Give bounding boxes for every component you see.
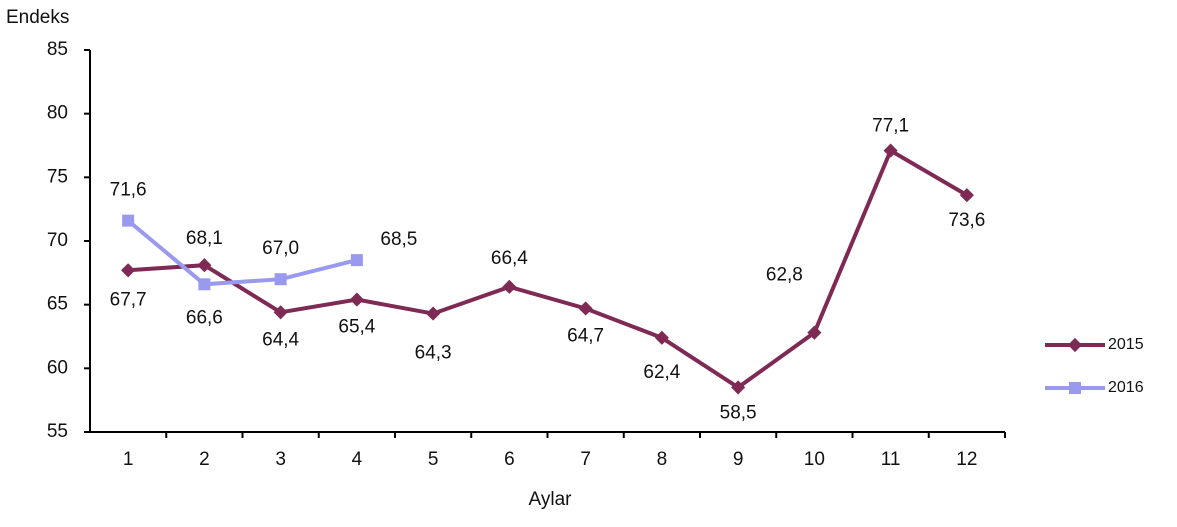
legend-label: 2015	[1108, 336, 1144, 353]
x-tick-label: 11	[881, 449, 901, 470]
series-line	[127, 147, 968, 390]
point-marker	[807, 325, 822, 340]
x-tick-label: 12	[956, 449, 977, 470]
point-marker	[274, 273, 287, 286]
data-label: 64,7	[567, 326, 604, 347]
x-tick-label: 3	[275, 449, 286, 470]
y-tick-label: 85	[47, 39, 68, 60]
data-label: 64,3	[415, 343, 452, 364]
point-marker	[731, 380, 746, 395]
x-tick-label: 10	[804, 449, 825, 470]
x-tick-label: 7	[580, 449, 591, 470]
x-tick-label: 4	[352, 449, 363, 470]
legend-marker	[1069, 382, 1081, 394]
x-tick-label: 1	[123, 449, 134, 470]
y-tick-label: 60	[47, 357, 68, 378]
data-label: 58,5	[720, 402, 757, 423]
y-tick-label: 55	[47, 421, 68, 442]
data-label: 77,1	[872, 116, 909, 137]
point-marker	[197, 258, 212, 273]
series-line	[126, 219, 358, 287]
x-tick-label: 2	[199, 449, 210, 470]
data-label: 67,0	[262, 238, 299, 259]
data-label: 68,5	[380, 229, 417, 250]
data-label: 73,6	[948, 210, 985, 231]
data-label: 65,4	[338, 317, 375, 338]
point-marker	[883, 143, 898, 158]
point-marker	[502, 279, 517, 294]
data-label: 66,4	[491, 248, 528, 269]
data-label: 64,4	[262, 329, 299, 350]
x-tick-label: 6	[504, 449, 515, 470]
data-label: 67,7	[110, 289, 147, 310]
x-axis-label: Aylar	[529, 489, 573, 510]
point-marker	[349, 292, 364, 307]
x-tick-label: 8	[657, 449, 668, 470]
y-tick-label: 80	[47, 103, 68, 124]
legend-label: 2016	[1108, 379, 1144, 396]
data-label: 66,6	[186, 307, 223, 328]
x-tick-label: 5	[428, 449, 439, 470]
point-marker	[426, 306, 441, 321]
data-label: 68,1	[186, 228, 223, 249]
point-marker	[959, 188, 974, 203]
y-tick-label: 70	[47, 230, 68, 251]
y-axis-label: Endeks	[6, 7, 69, 28]
point-marker	[654, 330, 669, 345]
point-marker	[198, 278, 211, 291]
y-tick-label: 65	[47, 294, 68, 315]
y-tick-label: 75	[47, 166, 68, 187]
point-marker	[578, 301, 593, 316]
data-label: 62,4	[643, 362, 680, 383]
point-marker	[122, 214, 135, 227]
point-marker	[350, 254, 363, 267]
point-marker	[121, 263, 136, 278]
data-label: 71,6	[110, 180, 147, 201]
x-tick-label: 9	[733, 449, 744, 470]
data-label: 62,8	[766, 265, 803, 286]
point-marker	[273, 305, 288, 320]
legend-marker	[1067, 337, 1083, 353]
